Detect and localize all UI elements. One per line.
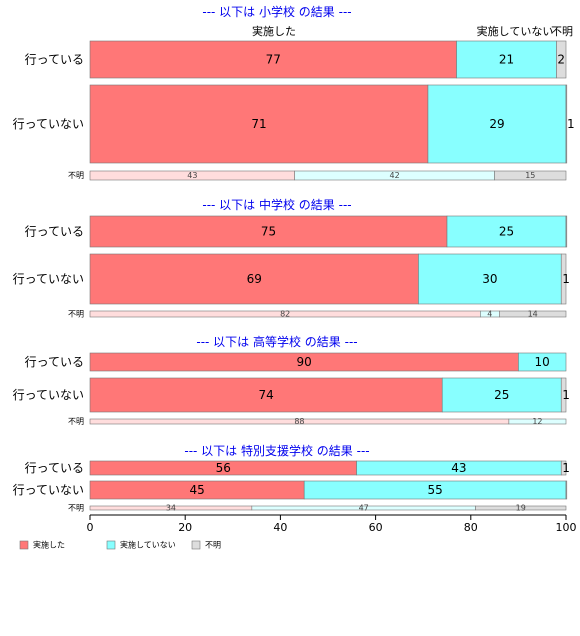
data-label: 69 bbox=[247, 272, 262, 286]
data-label: 77 bbox=[266, 53, 281, 67]
data-label: 25 bbox=[499, 225, 514, 239]
data-label: 15 bbox=[525, 171, 535, 180]
row-label: 行っている bbox=[25, 355, 84, 369]
data-label: 10 bbox=[535, 355, 550, 369]
row-label: 行っていない bbox=[13, 272, 84, 286]
row-label: 行っていない bbox=[13, 483, 84, 497]
row-label: 不明 bbox=[68, 310, 84, 319]
data-label: 30 bbox=[482, 272, 497, 286]
panel-title: --- 以下は 小学校 の結果 --- bbox=[202, 4, 351, 19]
bar-segment-done bbox=[89, 377, 443, 413]
row-label: 不明 bbox=[68, 417, 84, 426]
bar-segment-unknown bbox=[494, 170, 567, 181]
data-label: 82 bbox=[280, 310, 290, 319]
legend-swatch-done bbox=[19, 540, 29, 550]
data-label: 55 bbox=[427, 483, 442, 497]
bar-segment-unknown bbox=[565, 215, 568, 248]
panel-title: --- 以下は 中学校 の結果 --- bbox=[202, 197, 351, 212]
row-label: 行っていない bbox=[13, 388, 84, 402]
legend-swatch-notdone bbox=[106, 540, 116, 550]
data-label: 4 bbox=[487, 310, 492, 319]
bar-segment-unknown bbox=[475, 505, 567, 511]
column-label-notdone: 実施していない bbox=[477, 24, 554, 38]
data-label: 71 bbox=[251, 117, 266, 131]
data-label: 19 bbox=[516, 504, 526, 513]
panel-title: --- 以下は 高等学校 の結果 --- bbox=[196, 334, 357, 349]
bar-segment-unknown bbox=[560, 377, 567, 413]
column-label-unknown: 不明 bbox=[551, 25, 573, 38]
x-tick-label: 20 bbox=[178, 521, 192, 534]
data-label: 42 bbox=[390, 171, 400, 180]
bar-segment-done bbox=[89, 40, 457, 79]
data-label: 29 bbox=[489, 117, 504, 131]
x-tick-label: 0 bbox=[87, 521, 94, 534]
data-label: 56 bbox=[216, 461, 231, 475]
bar-segment-notdone bbox=[456, 40, 557, 79]
column-label-done: 実施した bbox=[252, 24, 296, 38]
data-label: 43 bbox=[187, 171, 197, 180]
row-label: 不明 bbox=[68, 504, 84, 513]
bar-segment-unknown bbox=[560, 460, 567, 476]
row-label: 行っている bbox=[25, 461, 84, 475]
row-label: 不明 bbox=[68, 171, 84, 180]
data-label: 14 bbox=[528, 310, 538, 319]
data-label: 43 bbox=[451, 461, 466, 475]
x-tick-label: 80 bbox=[464, 521, 478, 534]
bar-segment-unknown bbox=[565, 84, 568, 164]
x-tick-label: 40 bbox=[273, 521, 287, 534]
legend-label-done: 実施した bbox=[33, 540, 65, 550]
bar-segment-notdone bbox=[518, 352, 567, 372]
bar-segment-notdone bbox=[418, 253, 562, 305]
data-label: 12 bbox=[532, 417, 542, 426]
data-label: 75 bbox=[261, 225, 276, 239]
bar-segment-notdone bbox=[441, 377, 562, 413]
data-label: 34 bbox=[166, 504, 176, 513]
data-label: 1 bbox=[562, 461, 570, 475]
legend-label-notdone: 実施していない bbox=[120, 540, 176, 550]
bar-segment-unknown bbox=[556, 40, 567, 79]
row-label: 行っている bbox=[25, 53, 84, 67]
data-label: 25 bbox=[494, 388, 509, 402]
x-tick-label: 60 bbox=[369, 521, 383, 534]
row-label: 行っていない bbox=[13, 117, 84, 131]
data-label: 21 bbox=[499, 53, 514, 67]
data-label: 74 bbox=[258, 388, 273, 402]
panel-title: --- 以下は 特別支援学校 の結果 --- bbox=[184, 443, 369, 458]
legend-label-unknown: 不明 bbox=[205, 541, 221, 550]
bar-segment-notdone bbox=[508, 418, 567, 425]
legend-swatch-unknown bbox=[191, 540, 201, 550]
data-label: 88 bbox=[294, 417, 304, 426]
bar-segment-unknown bbox=[565, 480, 568, 500]
data-label: 45 bbox=[189, 483, 204, 497]
data-label: 1 bbox=[562, 272, 570, 286]
data-label: 1 bbox=[567, 117, 575, 131]
data-label: 2 bbox=[557, 53, 565, 67]
bar-segment-unknown bbox=[499, 310, 567, 318]
data-label: 1 bbox=[562, 388, 570, 402]
bar-segment-unknown bbox=[560, 253, 567, 305]
bar-segment-done bbox=[89, 215, 448, 248]
data-label: 47 bbox=[359, 504, 369, 513]
bar-segment-notdone bbox=[427, 84, 567, 164]
row-label: 行っている bbox=[25, 225, 84, 239]
data-label: 90 bbox=[297, 355, 312, 369]
x-tick-label: 100 bbox=[556, 521, 577, 534]
